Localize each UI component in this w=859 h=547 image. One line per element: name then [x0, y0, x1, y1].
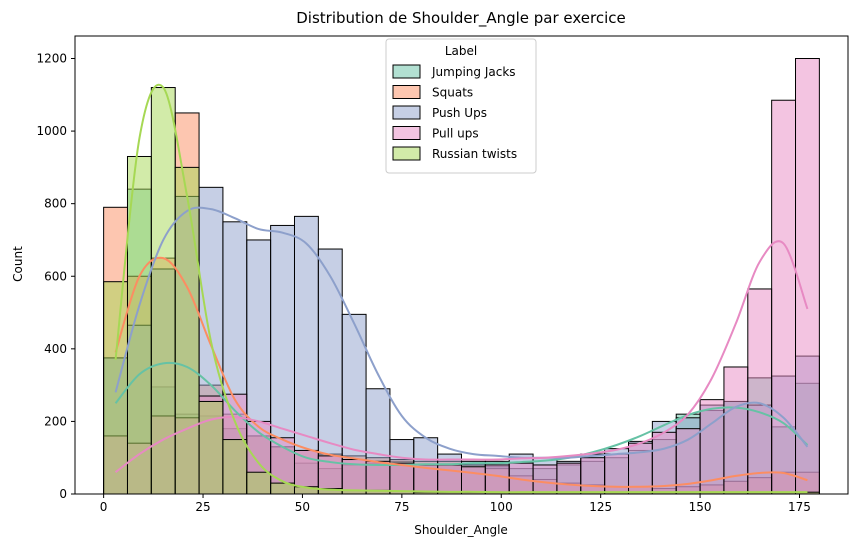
legend-swatch-push-ups — [392, 105, 421, 120]
y-tick-label: 1200 — [36, 52, 67, 66]
bar-pull-ups — [484, 464, 510, 495]
bar-pull-ups — [747, 288, 773, 495]
plot-frame — [74, 35, 849, 495]
bar-pull-ups — [532, 464, 558, 495]
bar-pull-ups — [389, 462, 415, 495]
bar-pull-ups — [795, 58, 820, 495]
legend-label-push-ups: Push Ups — [432, 106, 487, 120]
legend-swatch-russian-twists — [392, 146, 421, 161]
legend-swatch-pull-ups — [392, 126, 421, 140]
bar-pull-ups — [771, 99, 797, 495]
bar-russian-twists — [103, 281, 128, 495]
bar-pull-ups — [461, 466, 486, 495]
kde-curves — [114, 83, 809, 494]
y-tick-label: 1000 — [36, 124, 67, 138]
x-tick-label: 75 — [394, 500, 409, 514]
legend-box — [385, 38, 537, 174]
axes: 0 25 50 75 100 125 150 175 0 200 400 600 800 1000 1200 — [36, 35, 849, 514]
x-tick-label: 50 — [295, 500, 310, 514]
bar-pull-ups — [365, 460, 391, 495]
x-tick-label: 175 — [788, 500, 811, 514]
y-tick-label: 200 — [44, 414, 67, 428]
y-tick-label: 600 — [44, 269, 67, 283]
legend-swatch-squats — [392, 85, 421, 99]
bar-russian-twists — [246, 471, 272, 495]
y-tick-label: 400 — [44, 342, 67, 356]
x-axis-label: Shoulder_Angle — [414, 523, 508, 537]
kde-line-russian-twists — [114, 83, 808, 494]
legend-label-russian-twists: Russian twists — [432, 147, 517, 161]
legend-label-jumping-jacks: Jumping Jacks — [431, 65, 516, 79]
kde-line-squats — [114, 256, 808, 488]
bar-pull-ups — [580, 457, 606, 495]
y-tick-label: 800 — [44, 197, 67, 211]
bar-russian-twists — [198, 400, 224, 495]
x-tick-label: 100 — [490, 500, 513, 514]
legend-label-pull-ups: Pull ups — [432, 127, 479, 141]
bar-russian-twists — [222, 439, 248, 495]
x-tick-label: 0 — [100, 500, 108, 514]
legend-swatch-jumping-jacks — [392, 64, 421, 79]
legend: Label Jumping Jacks Squats Push Ups Pull up… — [385, 38, 537, 174]
legend-label-squats: Squats — [432, 86, 473, 100]
legend-title: Label — [445, 44, 477, 58]
x-tick-label: 150 — [689, 500, 712, 514]
y-axis-label: Count — [11, 246, 25, 282]
kde-line-jumping-jacks — [114, 361, 809, 467]
chart-title: Distribution de Shoulder_Angle par exerc… — [296, 9, 626, 28]
bar-russian-twists — [150, 87, 176, 495]
x-tick-label: 25 — [195, 500, 210, 514]
y-tick-label: 0 — [59, 487, 67, 501]
bar-pull-ups — [556, 462, 582, 495]
x-tick-label: 125 — [589, 500, 612, 514]
kde-line-push-ups — [114, 206, 809, 459]
bar-pull-ups — [604, 453, 630, 495]
